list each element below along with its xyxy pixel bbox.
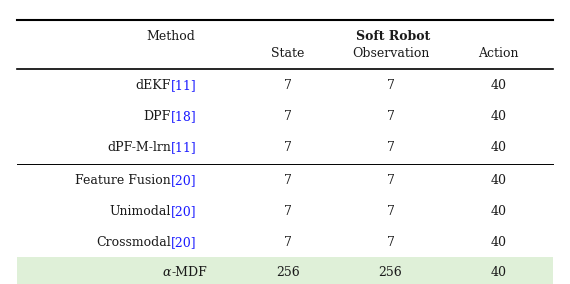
Text: 7: 7: [386, 174, 394, 187]
Text: 7: 7: [386, 141, 394, 154]
Text: 40: 40: [491, 79, 507, 92]
Text: 40: 40: [491, 266, 507, 279]
Text: 7: 7: [386, 110, 394, 123]
Text: 40: 40: [491, 110, 507, 123]
Text: 7: 7: [284, 236, 292, 249]
Text: Unimodal: Unimodal: [109, 205, 171, 218]
Text: Crossmodal: Crossmodal: [96, 236, 171, 249]
Text: 7: 7: [386, 79, 394, 92]
Text: 40: 40: [491, 174, 507, 187]
Text: [18]: [18]: [171, 110, 197, 123]
Text: [20]: [20]: [171, 174, 197, 187]
Text: Method: Method: [146, 30, 196, 43]
Text: 7: 7: [386, 205, 394, 218]
Text: 40: 40: [491, 141, 507, 154]
Text: dPF-M-lrn: dPF-M-lrn: [107, 141, 171, 154]
Text: 256: 256: [276, 266, 300, 279]
Text: [11]: [11]: [171, 79, 197, 92]
Text: [11]: [11]: [171, 141, 197, 154]
Text: [20]: [20]: [171, 205, 197, 218]
Text: 7: 7: [284, 174, 292, 187]
Text: DPF: DPF: [144, 110, 171, 123]
Text: dEKF: dEKF: [136, 79, 171, 92]
Text: State: State: [271, 47, 304, 60]
Text: 7: 7: [284, 141, 292, 154]
Text: -MDF: -MDF: [171, 266, 207, 279]
Text: α: α: [162, 266, 171, 279]
Text: 7: 7: [386, 236, 394, 249]
Text: 40: 40: [491, 236, 507, 249]
Text: [20]: [20]: [171, 236, 197, 249]
Text: Action: Action: [478, 47, 519, 60]
Text: 7: 7: [284, 110, 292, 123]
Text: 256: 256: [378, 266, 402, 279]
Text: Soft Robot: Soft Robot: [356, 30, 430, 43]
Text: 40: 40: [491, 205, 507, 218]
Text: Observation: Observation: [352, 47, 429, 60]
Text: 7: 7: [284, 79, 292, 92]
Text: Feature Fusion: Feature Fusion: [75, 174, 171, 187]
Bar: [17, 257, 553, 284]
Text: 7: 7: [284, 205, 292, 218]
